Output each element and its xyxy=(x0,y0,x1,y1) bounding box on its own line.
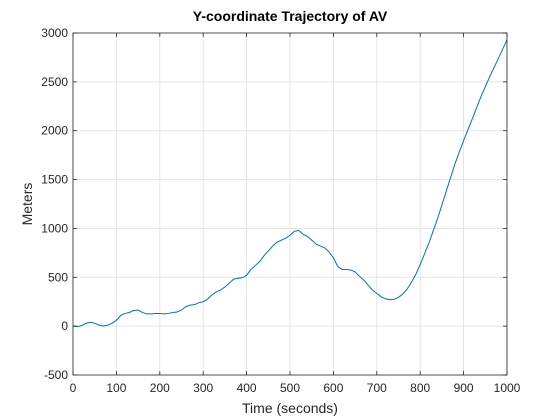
y-tick-label: 3000 xyxy=(41,26,68,40)
x-tick-label: 300 xyxy=(193,381,213,395)
x-tick-label: 0 xyxy=(70,381,77,395)
chart-title: Y-coordinate Trajectory of AV xyxy=(193,8,388,24)
x-tick-label: 200 xyxy=(150,381,170,395)
trajectory-line xyxy=(72,39,508,328)
x-tick-label: 600 xyxy=(323,381,343,395)
axis-ticks xyxy=(72,32,508,376)
y-axis-title: Meters xyxy=(19,183,35,226)
x-tick-label: 900 xyxy=(454,381,474,395)
y-tick-label: 1500 xyxy=(41,173,68,187)
y-tick-label: 2000 xyxy=(41,124,68,138)
x-tick-label: 800 xyxy=(410,381,430,395)
tick-labels: 0 100 200 300 400 500 600 700 800 900 1000-5000500… xyxy=(41,26,520,395)
y-tick-label: 500 xyxy=(48,270,68,284)
x-tick-label: 700 xyxy=(367,381,387,395)
x-tick-label: 100 xyxy=(106,381,126,395)
y-tick-label: 1000 xyxy=(41,221,68,235)
y-tick-label: -500 xyxy=(44,368,68,382)
x-tick-label: 400 xyxy=(237,381,257,395)
y-tick-label: 0 xyxy=(61,319,68,333)
x-tick-label: 500 xyxy=(280,381,300,395)
y-tick-label: 2500 xyxy=(41,75,68,89)
x-tick-label: 1000 xyxy=(494,381,521,395)
x-axis-title: Time (seconds) xyxy=(242,400,338,416)
